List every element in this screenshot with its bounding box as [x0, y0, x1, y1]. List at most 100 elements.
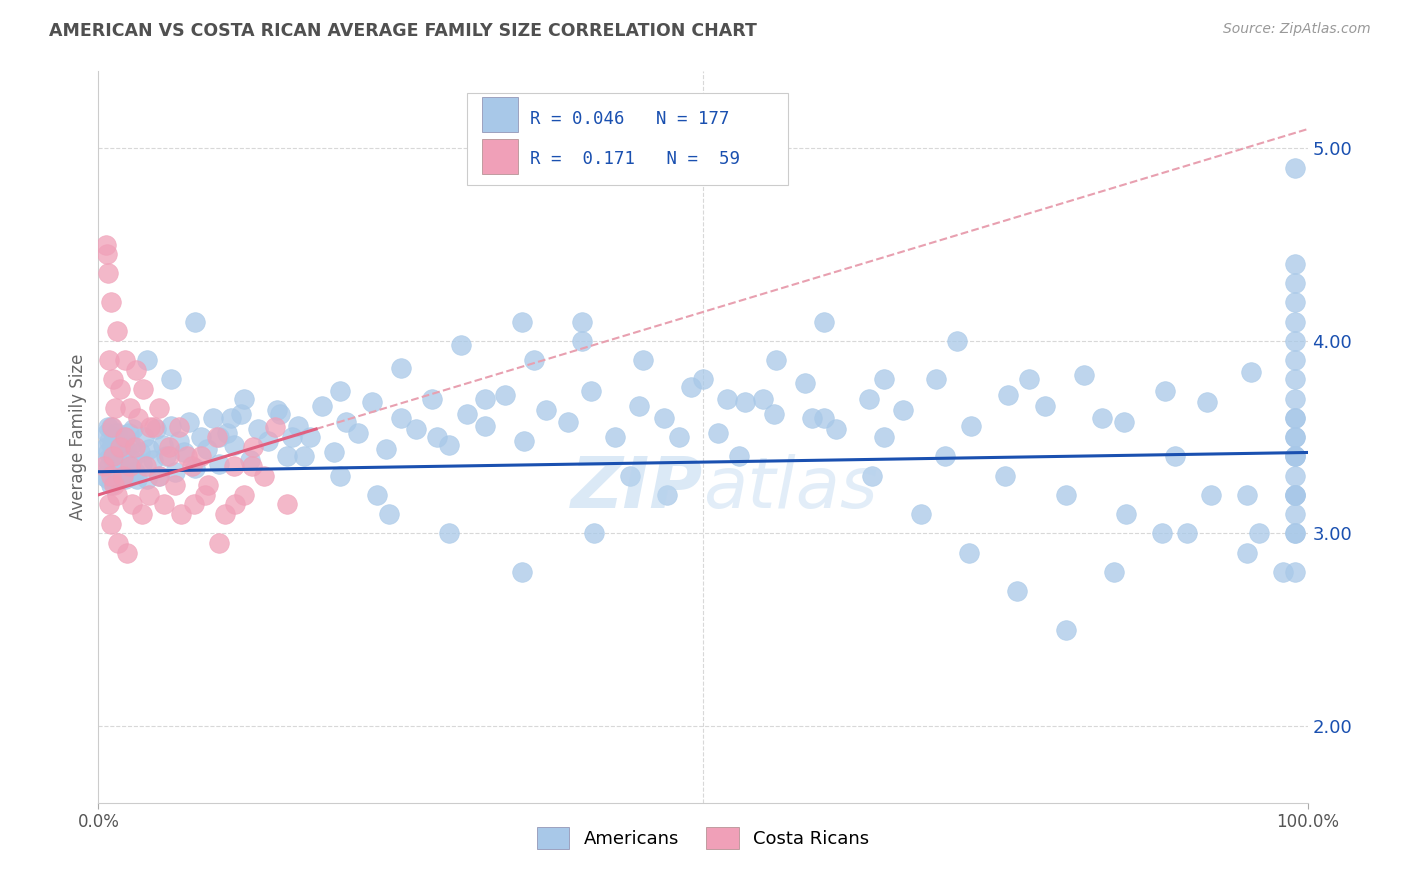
Point — [101, 445, 124, 459]
Point — [619, 468, 641, 483]
Point — [128, 445, 150, 459]
Point — [121, 498, 143, 512]
Point — [335, 415, 357, 429]
Point — [426, 430, 449, 444]
Point — [1152, 526, 1174, 541]
Point — [169, 420, 191, 434]
Point — [114, 472, 136, 486]
Point — [264, 420, 287, 434]
Point — [1284, 450, 1306, 464]
Point — [437, 438, 460, 452]
Point — [183, 498, 205, 512]
Point — [104, 440, 127, 454]
Point — [389, 410, 412, 425]
Point — [934, 450, 956, 464]
Point — [108, 382, 131, 396]
Point — [139, 420, 162, 434]
Point — [202, 410, 225, 425]
Point — [1073, 368, 1095, 383]
Point — [148, 468, 170, 483]
Text: AMERICAN VS COSTA RICAN AVERAGE FAMILY SIZE CORRELATION CHART: AMERICAN VS COSTA RICAN AVERAGE FAMILY S… — [49, 22, 756, 40]
Point — [195, 442, 218, 456]
Point — [135, 458, 157, 473]
Point — [292, 450, 315, 464]
Point — [1284, 410, 1306, 425]
Point — [1054, 488, 1077, 502]
Point — [1272, 565, 1295, 579]
Point — [100, 420, 122, 434]
Point — [253, 468, 276, 483]
Point — [1007, 584, 1029, 599]
Point — [1091, 410, 1114, 425]
Point — [360, 395, 382, 409]
Point — [184, 461, 207, 475]
Point — [173, 445, 195, 459]
Point — [169, 507, 191, 521]
Point — [180, 458, 202, 473]
Point — [1284, 488, 1306, 502]
Point — [101, 450, 124, 464]
Point — [1284, 315, 1306, 329]
Point — [1102, 565, 1125, 579]
Point — [124, 440, 146, 454]
Point — [603, 430, 626, 444]
Point — [1284, 392, 1306, 406]
Point — [229, 407, 252, 421]
Point — [127, 410, 149, 425]
Point — [222, 458, 245, 473]
Point — [450, 337, 472, 351]
Point — [114, 430, 136, 444]
Point — [347, 426, 370, 441]
Point — [706, 426, 728, 441]
Point — [1236, 545, 1258, 559]
Point — [190, 430, 212, 444]
Point — [117, 545, 139, 559]
Point — [94, 440, 117, 454]
Point — [107, 536, 129, 550]
Point — [631, 353, 654, 368]
Point — [169, 434, 191, 448]
Point — [534, 403, 557, 417]
Point — [163, 478, 186, 492]
Point — [138, 442, 160, 456]
Point — [1284, 334, 1306, 348]
Point — [98, 434, 121, 448]
Point — [157, 450, 180, 464]
Point — [679, 380, 702, 394]
Point — [873, 430, 896, 444]
Point — [1284, 353, 1306, 368]
Point — [1197, 395, 1219, 409]
Point — [652, 410, 675, 425]
Point — [405, 422, 427, 436]
Point — [197, 478, 219, 492]
Point — [205, 430, 228, 444]
Point — [111, 468, 134, 483]
Point — [266, 403, 288, 417]
Point — [98, 458, 121, 473]
Point — [1284, 372, 1306, 386]
Point — [1284, 257, 1306, 271]
Point — [131, 507, 153, 521]
Point — [208, 536, 231, 550]
Point — [1284, 526, 1306, 541]
Point — [655, 488, 678, 502]
Point — [121, 453, 143, 467]
Point — [155, 450, 177, 464]
Point — [240, 458, 263, 473]
Point — [994, 468, 1017, 483]
Point — [152, 438, 174, 452]
Point — [1112, 415, 1135, 429]
Point — [858, 392, 880, 406]
Point — [281, 430, 304, 444]
Point — [127, 472, 149, 486]
Point — [1284, 507, 1306, 521]
Point — [583, 526, 606, 541]
Point — [1199, 488, 1222, 502]
Text: R =  0.171   N =  59: R = 0.171 N = 59 — [530, 150, 740, 168]
Point — [135, 353, 157, 368]
Point — [389, 360, 412, 375]
Point — [190, 450, 212, 464]
Point — [329, 468, 352, 483]
Point — [299, 430, 322, 444]
Point — [104, 401, 127, 416]
